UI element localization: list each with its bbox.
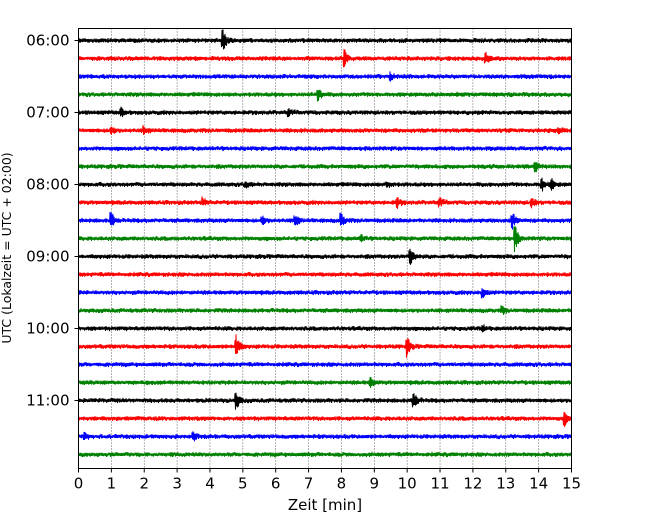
trace-09:45 [78, 305, 572, 316]
x-tick-label: 5 [238, 475, 248, 493]
y-tick-label: 07:00 [26, 104, 69, 122]
x-tick-label: 11 [430, 475, 449, 493]
trace-06:00 [78, 29, 572, 50]
x-tick-label: 2 [139, 475, 149, 493]
trace-09:00 [78, 248, 572, 265]
trace-08:00 [78, 177, 572, 192]
x-tick-label: 12 [463, 475, 482, 493]
x-tick-label: 8 [337, 475, 347, 493]
trace-10:30 [78, 361, 572, 368]
x-tick-label: 15 [562, 475, 581, 493]
y-tick-label: 10:00 [26, 320, 69, 338]
trace-11:00 [78, 392, 572, 410]
y-axis-ticks: 06:00 07:00 08:00 09:00 10:00 11:00 [26, 32, 79, 410]
y-axis-label: UTC (Lokalzeit = UTC + 02:00) [0, 152, 14, 343]
trace-07:45 [78, 161, 572, 173]
trace-08:45 [78, 225, 572, 253]
x-tick-label: 10 [398, 475, 417, 493]
trace-07:15 [78, 125, 572, 136]
trace-07:30 [78, 145, 572, 152]
trace-06:45 [78, 89, 572, 102]
trace-11:15 [78, 411, 572, 427]
y-tick-label: 09:00 [26, 248, 69, 266]
trace-06:30 [78, 71, 572, 82]
x-tick-label: 6 [271, 475, 281, 493]
plot-frame [78, 28, 572, 469]
trace-10:45 [78, 377, 572, 389]
seismogram-traces [78, 29, 572, 458]
x-tick-label: 14 [529, 475, 548, 493]
trace-08:15 [78, 196, 572, 209]
x-tick-label: 13 [496, 475, 515, 493]
x-tick-label: 3 [172, 475, 182, 493]
trace-11:30 [78, 431, 572, 442]
x-axis-label: Zeit [min] [288, 496, 362, 514]
x-tick-label: 9 [370, 475, 380, 493]
trace-09:15 [78, 271, 572, 278]
y-tick-label: 11:00 [26, 392, 69, 410]
x-axis-ticks: 0 1 2 3 4 5 6 7 8 9 10 11 12 13 14 15 [74, 468, 581, 493]
trace-06:15 [78, 49, 572, 68]
trace-09:30 [78, 288, 572, 299]
y-tick-label: 06:00 [26, 32, 69, 50]
trace-10:00 [78, 324, 572, 333]
x-tick-label: 1 [107, 475, 117, 493]
trace-08:30 [78, 212, 572, 230]
x-tick-label: 0 [74, 475, 84, 493]
y-tick-label: 08:00 [26, 176, 69, 194]
x-tick-label: 4 [205, 475, 215, 493]
trace-11:45 [78, 451, 572, 458]
trace-07:00 [78, 106, 572, 118]
x-tick-label: 7 [304, 475, 314, 493]
vertical-grid [111, 28, 539, 469]
trace-10:15 [78, 334, 572, 358]
